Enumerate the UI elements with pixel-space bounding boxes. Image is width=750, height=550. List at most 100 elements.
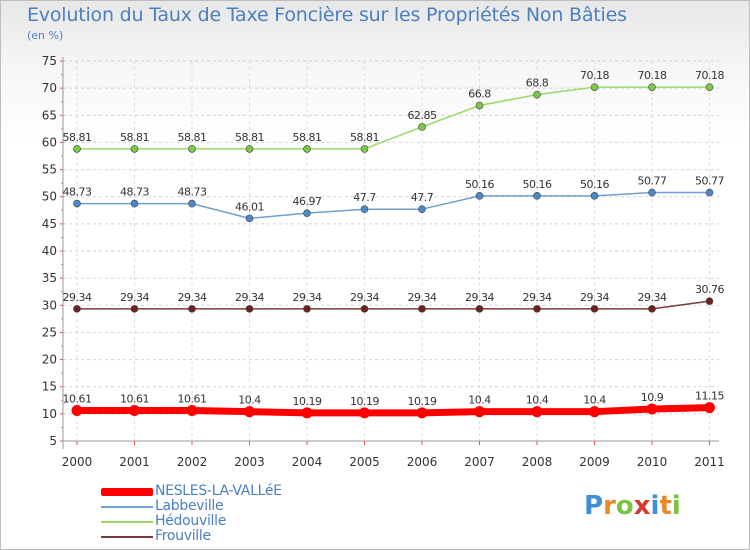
data-point — [589, 406, 600, 418]
x-tick-label: 2009 — [579, 455, 610, 469]
y-tick-label: 25 — [42, 325, 57, 339]
data-point — [188, 145, 196, 153]
data-point — [245, 214, 254, 223]
data-label: 29.34 — [638, 291, 667, 304]
data-label: 10.61 — [120, 393, 149, 406]
data-label: 10.4 — [238, 394, 261, 407]
data-point — [418, 205, 426, 213]
data-point — [475, 305, 484, 313]
legend-item-nesles: NESLES-LA-VALLéE — [101, 483, 321, 500]
data-label: 10.4 — [468, 394, 491, 407]
x-tick-label: 2011 — [694, 455, 725, 469]
data-label: 47.7 — [353, 191, 376, 204]
legend-label-hedouville: Hédouville — [155, 513, 227, 529]
x-tick-label: 2002 — [177, 455, 208, 469]
data-label: 29.34 — [523, 291, 552, 304]
data-point — [129, 405, 140, 417]
data-label: 58.81 — [120, 131, 149, 144]
logo-letter: i — [650, 491, 660, 521]
data-label: 66.8 — [468, 88, 491, 101]
data-point — [188, 199, 196, 208]
logo-letter: i — [671, 491, 681, 521]
data-point — [705, 297, 714, 305]
data-point — [418, 123, 426, 131]
data-labels: 58.81 58.81 58.81 58.81 58.81 58.81 62.85 66.8 6… — [63, 69, 725, 408]
data-label: 50.77 — [638, 175, 667, 188]
data-label: 30.76 — [695, 283, 724, 296]
data-label: 50.16 — [465, 178, 494, 191]
data-label: 68.8 — [526, 77, 549, 90]
data-point — [590, 305, 599, 313]
data-point — [531, 406, 543, 418]
x-tick-label: 2001 — [119, 455, 150, 469]
x-tick-label: 2010 — [637, 455, 668, 469]
data-label: 29.34 — [120, 291, 149, 304]
y-tick-label: 60 — [42, 135, 57, 149]
data-point — [533, 90, 541, 99]
data-point — [73, 305, 81, 313]
data-point — [359, 407, 370, 419]
data-label: 50.16 — [523, 178, 552, 191]
data-label: 29.34 — [63, 291, 92, 304]
proxiti-logo: Proxiti — [584, 491, 681, 521]
x-tick-label: 2004 — [292, 455, 323, 469]
data-point — [648, 305, 656, 313]
legend-item-frouville: Frouville — [101, 528, 321, 545]
chart-title: Evolution du Taux de Taxe Foncière sur l… — [27, 4, 627, 26]
data-point — [416, 407, 428, 419]
data-point — [475, 101, 484, 110]
data-point — [533, 192, 541, 200]
data-label: 70.18 — [638, 69, 667, 82]
x-tick-label: 2000 — [62, 455, 93, 469]
series-line — [76, 191, 711, 220]
data-point — [360, 145, 369, 153]
logo-letter: P — [584, 491, 604, 521]
legend: NESLES-LA-VALLéE Labbeville Hédouville F… — [101, 483, 321, 545]
x-tick-label: 2008 — [522, 455, 553, 469]
data-point — [705, 188, 714, 197]
data-label: 10.61 — [63, 393, 92, 406]
y-tick-label: 65 — [42, 108, 57, 122]
y-tick-label: 30 — [42, 298, 57, 312]
data-label: 48.73 — [120, 186, 149, 199]
data-label: 10.9 — [641, 391, 664, 404]
logo-letter: x — [633, 491, 651, 521]
data-label: 50.16 — [580, 178, 609, 191]
data-label: 10.19 — [350, 395, 379, 408]
x-tick-label: 2007 — [464, 455, 495, 469]
logo-letter: o — [615, 491, 634, 521]
grid — [63, 60, 719, 442]
logo-letter: t — [659, 491, 672, 521]
data-point — [245, 305, 254, 313]
x-tick-label: 2003 — [234, 455, 265, 469]
y-tick-label: 40 — [42, 244, 57, 258]
y-tick-label: 15 — [42, 380, 57, 394]
data-point — [590, 83, 599, 91]
legend-swatch-nesles — [101, 488, 153, 496]
data-label: 58.81 — [63, 131, 92, 144]
data-label: 29.34 — [293, 291, 322, 304]
data-label: 48.73 — [178, 186, 207, 199]
line-chart: 5 10 15 20 25 30 35 40 45 50 55 60 65 70 75 2000 2001 200… — [42, 54, 725, 469]
data-label: 29.34 — [350, 291, 379, 304]
data-point — [704, 402, 715, 414]
series-line — [73, 404, 713, 417]
data-point — [590, 192, 599, 200]
data-point — [646, 403, 658, 415]
data-label: 58.81 — [350, 131, 379, 144]
y-tick-label: 45 — [42, 217, 57, 231]
data-point — [648, 83, 656, 91]
data-label: 48.73 — [63, 186, 92, 199]
y-tick-label: 10 — [42, 407, 57, 421]
data-point — [303, 209, 311, 217]
data-point — [244, 406, 255, 418]
data-label: 10.4 — [526, 394, 549, 407]
y-tick-label: 5 — [49, 434, 57, 448]
data-point — [73, 199, 81, 208]
data-point — [245, 145, 254, 153]
series-line — [76, 86, 711, 150]
data-label: 46.97 — [293, 195, 322, 208]
data-point — [130, 145, 139, 153]
data-label: 29.34 — [465, 291, 494, 304]
data-label: 11.15 — [695, 390, 724, 403]
